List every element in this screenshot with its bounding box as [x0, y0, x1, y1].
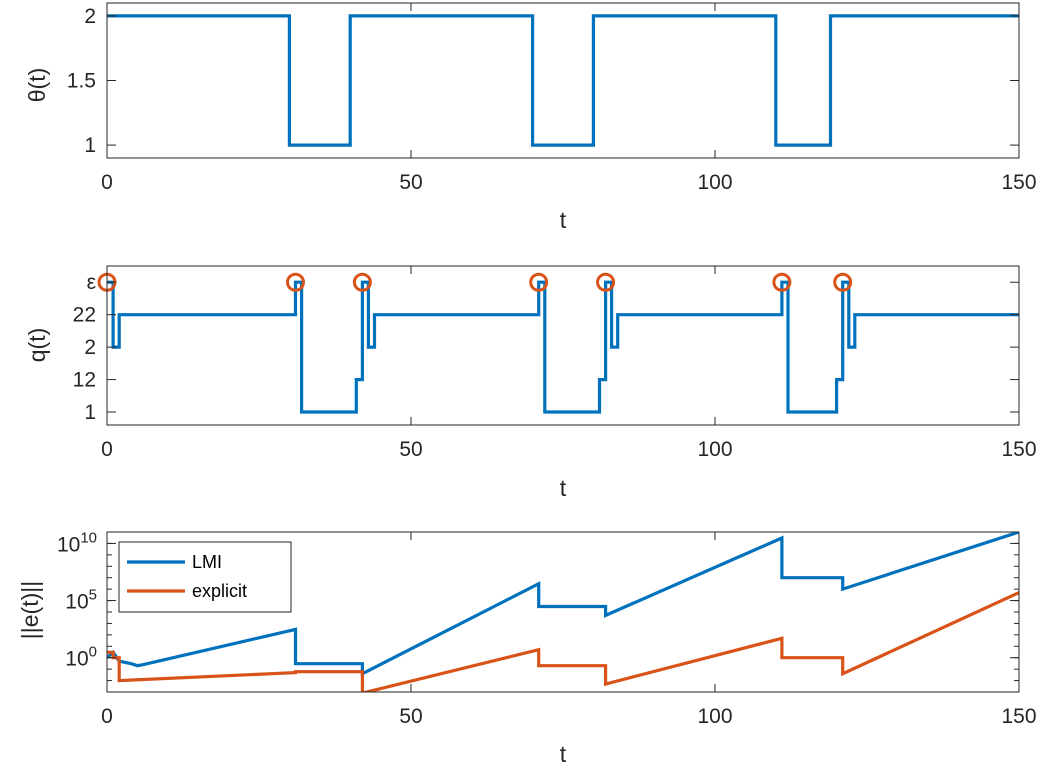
q-x-tick-label: 0	[101, 438, 113, 461]
q-x-tick-label: 50	[399, 438, 422, 461]
error-x-tick-label: 0	[101, 705, 113, 728]
theta-x-tick-label: 100	[697, 171, 732, 194]
error-y-tick-base: 10	[57, 533, 80, 556]
theta-series	[107, 14, 1019, 147]
q-x-tick-label: 100	[697, 438, 732, 461]
error-legend-box	[118, 541, 292, 613]
error-x-tick-label: 150	[1001, 705, 1036, 728]
q-y-tick-label: 22	[73, 304, 96, 327]
theta-y-tick-label: 1.5	[67, 70, 96, 93]
q-y-tick-label: 1	[84, 401, 96, 424]
error-y-tick-base: 10	[65, 648, 88, 671]
theta-x-tick-label: 50	[399, 171, 422, 194]
error-legend: LMI explicit	[118, 541, 292, 613]
error-y-tick-label: 100	[65, 644, 97, 671]
theta-x-axis-label: t	[560, 207, 567, 233]
legend-label-lmi: LMI	[192, 552, 222, 572]
theta-y-axis-label: θ(t)	[24, 68, 50, 103]
error-y-tick-exponent: 5	[89, 587, 97, 604]
q-series	[107, 280, 1019, 414]
error-y-tick-label: 1010	[57, 529, 97, 556]
q-x-axis-label: t	[560, 475, 567, 501]
q-marker-circle	[833, 272, 853, 292]
theta-y-tick-label: 2	[84, 5, 96, 28]
q-y-tick-label: 2	[84, 336, 96, 359]
error-y-axis-label: ||e(t)||	[17, 581, 43, 639]
q-marker-circle	[772, 272, 792, 292]
q-y-tick-label: ε	[87, 271, 96, 294]
legend-label-explicit: explicit	[192, 581, 247, 601]
theta-x-tick-label: 150	[1001, 171, 1036, 194]
q-x-tick-label: 150	[1001, 438, 1036, 461]
error-x-tick-label: 50	[399, 705, 422, 728]
q-marker-circle	[285, 272, 305, 292]
theta-x-tick-label: 0	[101, 171, 113, 194]
theta-y-tick-label: 1	[84, 134, 96, 157]
error-y-tick-label: 105	[65, 587, 97, 614]
q-axes-box	[106, 265, 1020, 426]
error-y-tick-base: 10	[65, 591, 88, 614]
error-x-tick-label: 100	[697, 705, 732, 728]
error-x-axis-label: t	[560, 741, 567, 767]
error-series-explicit	[107, 591, 1019, 692]
error-y-tick-exponent: 10	[80, 529, 97, 546]
q-marker-circle	[596, 272, 616, 292]
theta-panel: 0 50 100 150 1 1.5 2 t θ(t)	[24, 2, 1037, 233]
q-y-axis-label: q(t)	[24, 328, 50, 363]
error-y-tick-exponent: 0	[89, 644, 97, 661]
q-y-tick-label: 12	[73, 369, 96, 392]
q-marker-circle	[529, 272, 549, 292]
q-marker-circle	[352, 272, 372, 292]
